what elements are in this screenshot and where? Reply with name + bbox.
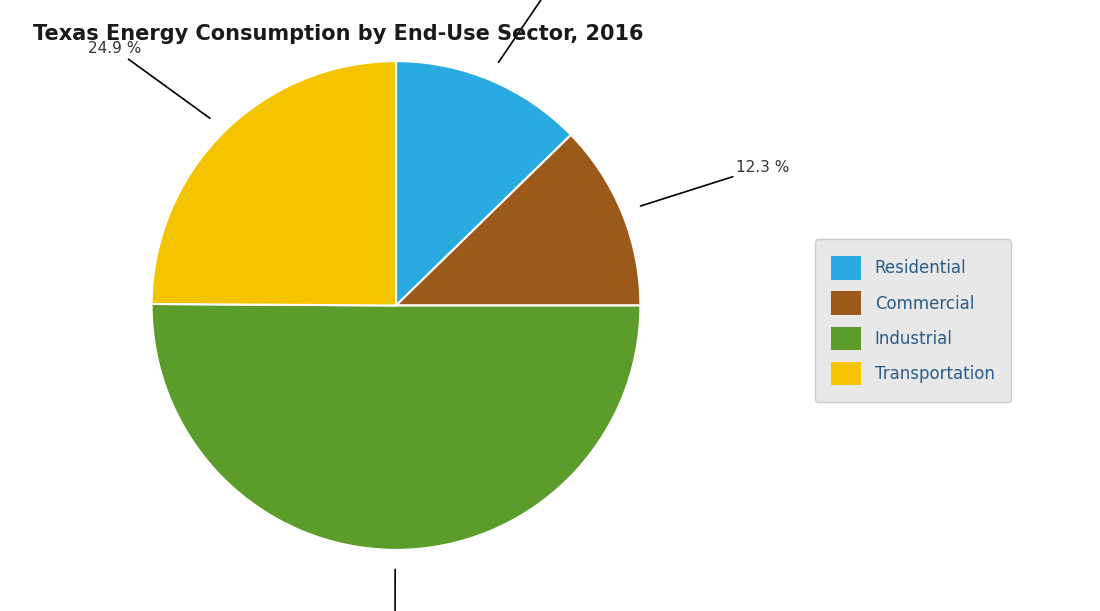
Wedge shape — [152, 304, 640, 550]
Wedge shape — [396, 135, 640, 306]
Text: 24.9 %: 24.9 % — [88, 42, 210, 119]
Text: Texas Energy Consumption by End-Use Sector, 2016: Texas Energy Consumption by End-Use Sect… — [33, 24, 643, 45]
Text: 12.3 %: 12.3 % — [640, 160, 789, 206]
Legend: Residential, Commercial, Industrial, Transportation: Residential, Commercial, Industrial, Tra… — [815, 240, 1011, 402]
Wedge shape — [152, 61, 396, 306]
Wedge shape — [396, 61, 571, 306]
Text: 50.1 %: 50.1 % — [368, 569, 421, 611]
Text: 12.7 %: 12.7 % — [498, 0, 587, 62]
